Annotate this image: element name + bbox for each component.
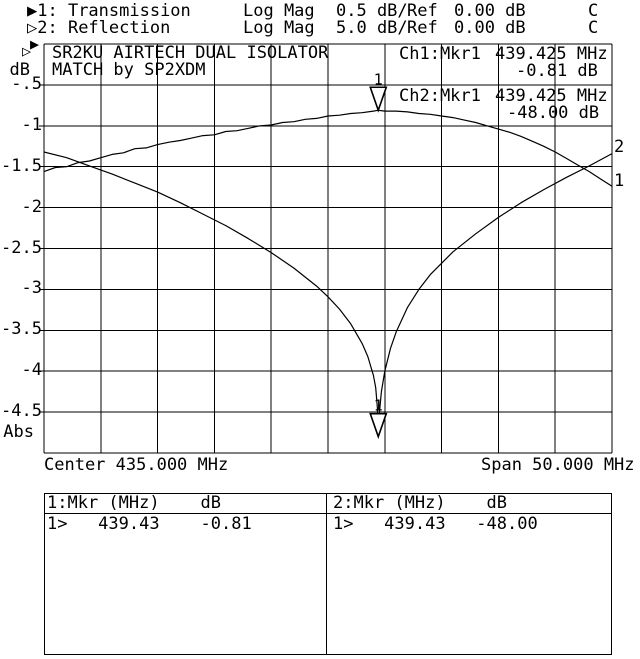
trace1-indicator-icon: ▶1: Transmission <box>27 1 191 21</box>
ch2-marker-freq: 439.425 MHz <box>495 86 608 106</box>
marker-table-ch2-cell: 2:Mkr (MHz) dB 1> 439.43 -48.00 <box>326 494 612 654</box>
trace2-ref-value: 0.00 dB <box>454 18 526 38</box>
trace1-scale: 0.5 dB/ <box>336 1 408 21</box>
trace2-scale: 5.0 dB/ <box>336 18 408 38</box>
y-axis-tick-label: -2 <box>21 196 42 217</box>
trace2-end-label: 2 <box>614 137 625 157</box>
trace-reflection <box>43 151 613 438</box>
y-axis-units-label: dB <box>9 60 30 80</box>
trace1-ref-label: Ref <box>407 1 438 21</box>
ch1-marker-freq: 439.425 MHz <box>495 44 608 64</box>
trace2-format: Log Mag <box>243 18 315 38</box>
y-axis-tick-label: -4.5 <box>1 401 42 422</box>
ch1-marker-label: Ch1:Mkr1 <box>399 44 481 64</box>
y-axis-tick-label: -4 <box>21 360 42 381</box>
y-axis-abs-label: Abs <box>3 422 34 442</box>
trace2-ref-label: Ref <box>407 18 438 38</box>
y-axis-tick-label: -3 <box>21 278 42 299</box>
marker-table-ch2-header: 2:Mkr (MHz) dB <box>327 494 612 514</box>
marker-table-ch1-row: 1> 439.43 -0.81 <box>47 514 252 534</box>
trace1-label: 1: Transmission <box>37 1 191 21</box>
center-frequency-label: Center 435.000 MHz <box>44 455 229 475</box>
y-axis-tick-label: -2.5 <box>1 237 42 258</box>
marker-triangle-icon <box>369 86 388 113</box>
trace2-indicator-icon: ▷2: Reflection <box>27 18 171 38</box>
marker-table-ch1-cell: 1:Mkr (MHz) dB 1> 439.43 -0.81 <box>45 494 326 654</box>
trace-transmission <box>43 109 613 187</box>
trace1-end-label: 1 <box>614 171 625 191</box>
span-frequency-label: Span 50.000 MHz <box>481 455 635 475</box>
ref-level-marker1-icon: ▶ <box>30 35 40 53</box>
ch2-marker-label: Ch2:Mkr1 <box>399 86 481 106</box>
ch2-marker-value: -48.00 dB <box>507 103 600 123</box>
y-axis-tick-label: -1.5 <box>1 155 42 176</box>
ch1-marker-value: -0.81 dB <box>516 61 598 81</box>
marker-table-ch2-row: 1> 439.43 -48.00 <box>333 514 538 534</box>
y-axis-tick-label: -.5 <box>11 73 42 94</box>
y-axis-tick-label: -1 <box>21 114 42 135</box>
chart-title-line2: MATCH by SP2XDM <box>52 60 206 80</box>
trace1-cal-flag: C <box>588 1 599 21</box>
trace1-ref-value: 0.00 dB <box>454 1 526 21</box>
marker-triangle-icon <box>369 412 388 440</box>
marker-number-label: 1 <box>374 70 383 88</box>
trace1-format: Log Mag <box>243 1 315 21</box>
marker-table-ch1-header: 1:Mkr (MHz) dB <box>45 494 326 514</box>
marker-table: 1:Mkr (MHz) dB 1> 439.43 -0.81 2:Mkr (MH… <box>44 493 612 655</box>
y-axis-tick-label: -3.5 <box>1 319 42 340</box>
trace2-cal-flag: C <box>588 18 599 38</box>
trace2-label: 2: Reflection <box>37 18 171 38</box>
chart-title-line1: SR2KU AIRTECH DUAL ISOLATOR <box>52 43 329 63</box>
marker-number-label: 1 <box>374 397 383 415</box>
ref-level-marker2-icon: ▷ <box>22 42 32 60</box>
